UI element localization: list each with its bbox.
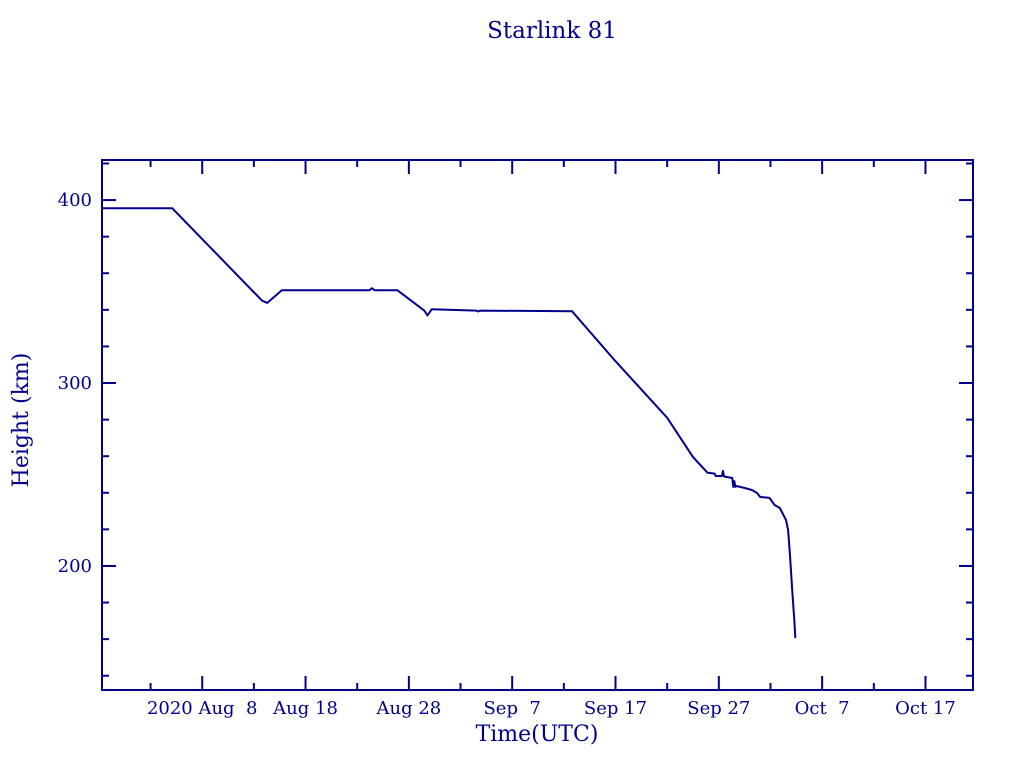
chart-title: Starlink 81 bbox=[487, 18, 617, 44]
y-tick-label: 300 bbox=[58, 373, 92, 394]
y-tick-label: 200 bbox=[58, 556, 92, 577]
x-tick-label: Sep 17 bbox=[584, 698, 647, 719]
axis-tick-labels: 2020 Aug 8 Aug 18 Aug 28 Sep 7 Sep 17 Sep 27 O… bbox=[58, 190, 956, 719]
x-axis-label: Time(UTC) bbox=[476, 722, 599, 747]
x-tick-label: Sep 27 bbox=[687, 698, 750, 719]
plot-frame bbox=[101, 159, 974, 691]
x-tick-label: Aug 28 bbox=[375, 698, 441, 719]
height-curve bbox=[102, 207, 797, 639]
x-tick-label: Oct 17 bbox=[895, 698, 956, 719]
y-tick-label: 400 bbox=[58, 190, 92, 211]
y-axis-label: Height (km) bbox=[9, 353, 34, 488]
axis-ticks bbox=[102, 160, 973, 690]
x-tick-label: Sep 7 bbox=[483, 698, 540, 719]
x-tick-label: 2020 Aug 8 bbox=[147, 698, 258, 719]
x-tick-label: Oct 7 bbox=[795, 698, 850, 719]
x-tick-label: Aug 18 bbox=[272, 698, 338, 719]
